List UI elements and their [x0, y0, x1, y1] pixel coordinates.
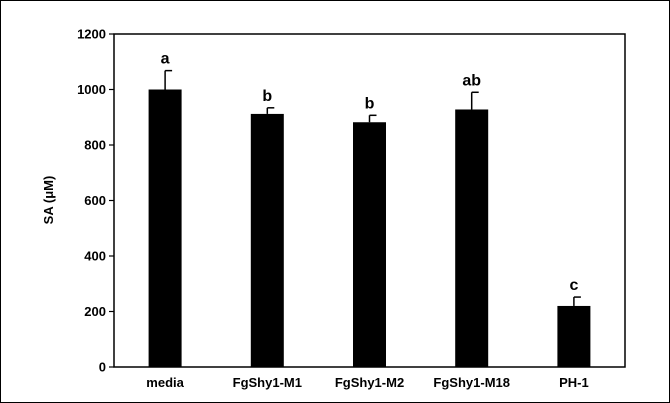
y-tick-label: 600	[84, 193, 106, 208]
significance-label: ab	[462, 72, 481, 89]
significance-label: a	[161, 51, 170, 68]
significance-label: b	[262, 88, 272, 105]
y-tick-label: 0	[99, 360, 106, 375]
y-tick-label: 800	[84, 138, 106, 153]
y-axis-title: SA (μM)	[41, 176, 56, 225]
plot-area: 0 200 400 600 800 1000 1200 a media b FgShy1-M1 b Fg…	[77, 27, 626, 390]
bar	[353, 122, 386, 368]
y-tick-label: 400	[84, 249, 106, 264]
significance-label: c	[569, 277, 578, 294]
bar	[557, 305, 591, 367]
significance-label: b	[365, 95, 375, 112]
y-tick-label: 1200	[77, 27, 106, 42]
x-tick-label: FgShy1-M1	[233, 375, 302, 390]
bar	[455, 109, 489, 367]
y-tick-label: 1000	[77, 82, 106, 97]
y-tick-label: 200	[84, 304, 106, 319]
x-tick-label: FgShy1-M2	[335, 375, 404, 390]
bar	[250, 113, 284, 367]
x-tick-label: PH-1	[559, 375, 589, 390]
bar	[148, 89, 182, 367]
x-tick-label: media	[146, 375, 184, 390]
x-tick-label: FgShy1-M18	[433, 375, 510, 390]
